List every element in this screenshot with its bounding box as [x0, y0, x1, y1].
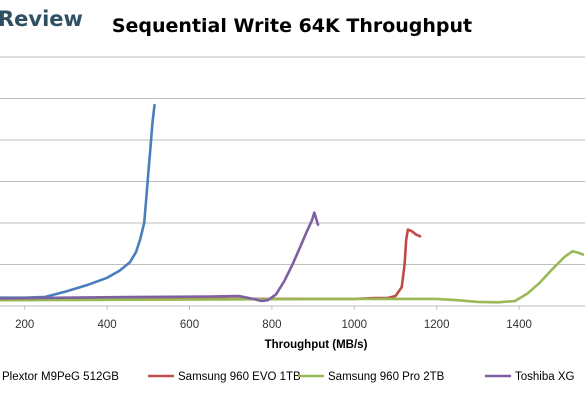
series-lines: [0, 103, 585, 304]
series-line: [0, 211, 320, 303]
x-tick-label: 1200: [424, 319, 450, 331]
x-tick-label: 400: [98, 319, 117, 331]
x-axis-ticks: 200 400 600 800 1000 1200 1400: [15, 306, 532, 331]
x-tick-label: 800: [262, 319, 281, 331]
x-axis-label: Throughput (MB/s): [265, 339, 368, 351]
legend: Plextor M9PeG 512GB Samsung 960 EVO 1TB Sa…: [2, 371, 575, 383]
series-line: [0, 249, 585, 304]
brand-logo-text: Review: [0, 7, 83, 31]
chart-title: Sequential Write 64K Throughput: [112, 15, 472, 37]
x-tick-label: 1400: [506, 319, 532, 331]
x-tick-label: 200: [15, 319, 34, 331]
x-tick-label: 600: [180, 319, 199, 331]
legend-label: Plextor M9PeG 512GB: [2, 371, 119, 383]
series-line: [0, 103, 156, 299]
legend-label: Toshiba XG: [515, 371, 575, 383]
legend-label: Samsung 960 EVO 1TB: [178, 371, 301, 383]
gridlines: [0, 56, 585, 265]
x-tick-label: 1000: [341, 319, 367, 331]
legend-label: Samsung 960 Pro 2TB: [328, 371, 445, 383]
